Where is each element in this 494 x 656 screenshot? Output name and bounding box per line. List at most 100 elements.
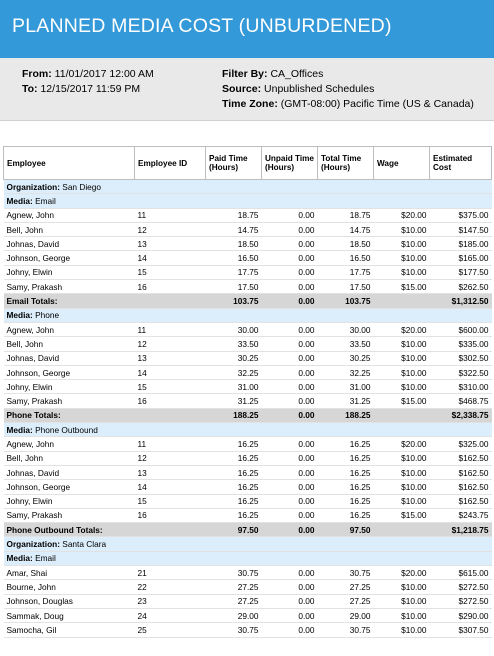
cell-unpaid-time: 0.00 xyxy=(261,379,318,395)
cell-employee-id: 11 xyxy=(134,322,206,338)
cell-paid-time: 188.25 xyxy=(205,408,262,424)
cell-total-time: 188.25 xyxy=(317,408,374,424)
from-value: 11/01/2017 12:00 AM xyxy=(54,68,154,80)
cell-estimated-cost: $307.50 xyxy=(429,622,492,638)
media-label: Media: xyxy=(6,195,33,206)
organization-name: San Diego xyxy=(62,181,102,192)
organization-label: Organization: xyxy=(6,539,60,550)
cell-wage: $20.00 xyxy=(373,436,430,452)
cell-paid-time: 31.25 xyxy=(205,393,262,409)
cell-employee: Phone Totals: xyxy=(3,408,135,424)
cell-paid-time: 29.00 xyxy=(205,608,262,624)
cell-wage: $10.00 xyxy=(373,365,430,381)
cell-total-time: 17.50 xyxy=(317,279,374,295)
cell-unpaid-time: 0.00 xyxy=(261,436,318,452)
from-label: From: xyxy=(22,68,52,80)
report-title: PLANNED MEDIA COST (UNBURDENED) xyxy=(12,15,392,37)
cell-employee: Johnas, David xyxy=(3,351,135,366)
cell-employee-id: 15 xyxy=(134,494,206,509)
cell-unpaid-time: 0.00 xyxy=(261,236,318,252)
cell-paid-time: 30.00 xyxy=(205,322,262,338)
cell-wage: $10.00 xyxy=(373,351,430,366)
cell-unpaid-time: 0.00 xyxy=(261,322,318,338)
table-row: Samy, Prakash 16 16.25 0.00 16.25 $15.00 $243.… xyxy=(3,508,492,524)
totals-row: Phone Totals: 188.25 0.00 188.25 $2,338.75 xyxy=(3,408,492,424)
cell-unpaid-time: 0.00 xyxy=(261,594,318,609)
organization-label: Organization: xyxy=(6,181,60,192)
cell-employee-id xyxy=(134,293,206,309)
cell-estimated-cost: $600.00 xyxy=(429,322,492,338)
cell-wage: $10.00 xyxy=(373,579,430,595)
cell-estimated-cost: $147.50 xyxy=(429,222,492,238)
cell-paid-time: 14.75 xyxy=(205,222,262,238)
cell-employee-id: 15 xyxy=(134,265,206,281)
cell-wage: $10.00 xyxy=(373,236,430,252)
cell-employee-id: 14 xyxy=(134,365,206,381)
organization-cell: Organization: San Diego xyxy=(3,179,492,195)
cell-employee-id: 16 xyxy=(134,279,206,295)
cell-wage: $15.00 xyxy=(373,279,430,295)
cell-total-time: 17.75 xyxy=(317,265,374,281)
cell-total-time: 16.50 xyxy=(317,250,374,266)
cell-wage: $10.00 xyxy=(373,451,430,466)
source-line: Source: Unpublished Schedules xyxy=(222,83,374,95)
timezone-line: Time Zone: (GMT-08:00) Pacific Time (US … xyxy=(222,98,474,110)
timezone-label: Time Zone: xyxy=(222,98,278,110)
cell-paid-time: 27.25 xyxy=(205,594,262,609)
cell-paid-time: 18.75 xyxy=(205,208,262,223)
media-row: Media: Phone xyxy=(3,308,492,323)
cell-paid-time: 16.50 xyxy=(205,250,262,266)
table-row: Johnas, David 13 16.25 0.00 16.25 $10.00 $162.… xyxy=(3,465,492,481)
cell-paid-time: 33.50 xyxy=(205,336,262,352)
media-cell: Media: Email xyxy=(3,193,492,209)
cell-employee: Johny, Elwin xyxy=(3,265,135,281)
organization-name: Santa Clara xyxy=(62,539,107,550)
media-name: Email xyxy=(35,553,56,564)
table-row: Bell, John 12 16.25 0.00 16.25 $10.00 $162.50 xyxy=(3,451,492,466)
cell-employee: Agnew, John xyxy=(3,208,135,223)
cell-paid-time: 27.25 xyxy=(205,579,262,595)
cell-employee: Samy, Prakash xyxy=(3,393,135,409)
cell-total-time: 27.25 xyxy=(317,594,374,609)
table-header-row: Employee Employee ID Paid Time (Hours) U… xyxy=(3,146,492,180)
col-header-wage: Wage xyxy=(373,146,430,180)
col-header-unpaid-time: Unpaid Time (Hours) xyxy=(261,146,318,180)
cell-employee: Phone Outbound Totals: xyxy=(3,522,135,538)
timezone-value: (GMT-08:00) Pacific Time (US & Canada) xyxy=(280,98,474,110)
cell-employee-id: 15 xyxy=(134,379,206,395)
cell-wage: $20.00 xyxy=(373,322,430,338)
cell-estimated-cost: $162.50 xyxy=(429,451,492,466)
cell-employee-id: 13 xyxy=(134,465,206,481)
cell-employee: Samy, Prakash xyxy=(3,508,135,524)
cell-unpaid-time: 0.00 xyxy=(261,494,318,509)
cell-employee: Johnson, George xyxy=(3,365,135,381)
cell-employee: Johnas, David xyxy=(3,236,135,252)
table-body: Organization: San Diego Media: Email Agnew… xyxy=(3,179,492,638)
col-header-paid-time: Paid Time (Hours) xyxy=(205,146,262,180)
cell-total-time: 32.25 xyxy=(317,365,374,381)
cell-employee-id: 24 xyxy=(134,608,206,624)
cell-employee: Bourne, John xyxy=(3,579,135,595)
cell-unpaid-time: 0.00 xyxy=(261,336,318,352)
table-row: Amar, Shai 21 30.75 0.00 30.75 $20.00 $615.00 xyxy=(3,565,492,581)
cell-employee-id xyxy=(134,522,206,538)
cell-employee: Sammak, Doug xyxy=(3,608,135,624)
cell-unpaid-time: 0.00 xyxy=(261,222,318,238)
cell-wage xyxy=(373,408,430,424)
cell-paid-time: 16.25 xyxy=(205,508,262,524)
media-label: Media: xyxy=(6,310,33,321)
cell-employee: Johnson, George xyxy=(3,479,135,495)
cell-total-time: 18.75 xyxy=(317,208,374,223)
cell-unpaid-time: 0.00 xyxy=(261,279,318,295)
cell-employee-id: 13 xyxy=(134,351,206,366)
col-header-employee: Employee xyxy=(3,146,135,180)
table-row: Bell, John 12 33.50 0.00 33.50 $10.00 $335.00 xyxy=(3,336,492,352)
cell-unpaid-time: 0.00 xyxy=(261,522,318,538)
cell-total-time: 27.25 xyxy=(317,579,374,595)
cell-wage xyxy=(373,293,430,309)
cell-employee: Johny, Elwin xyxy=(3,494,135,509)
cell-wage: $10.00 xyxy=(373,465,430,481)
cell-wage xyxy=(373,522,430,538)
cell-estimated-cost: $262.50 xyxy=(429,279,492,295)
col-header-estimated-cost: Estimated Cost xyxy=(429,146,492,180)
